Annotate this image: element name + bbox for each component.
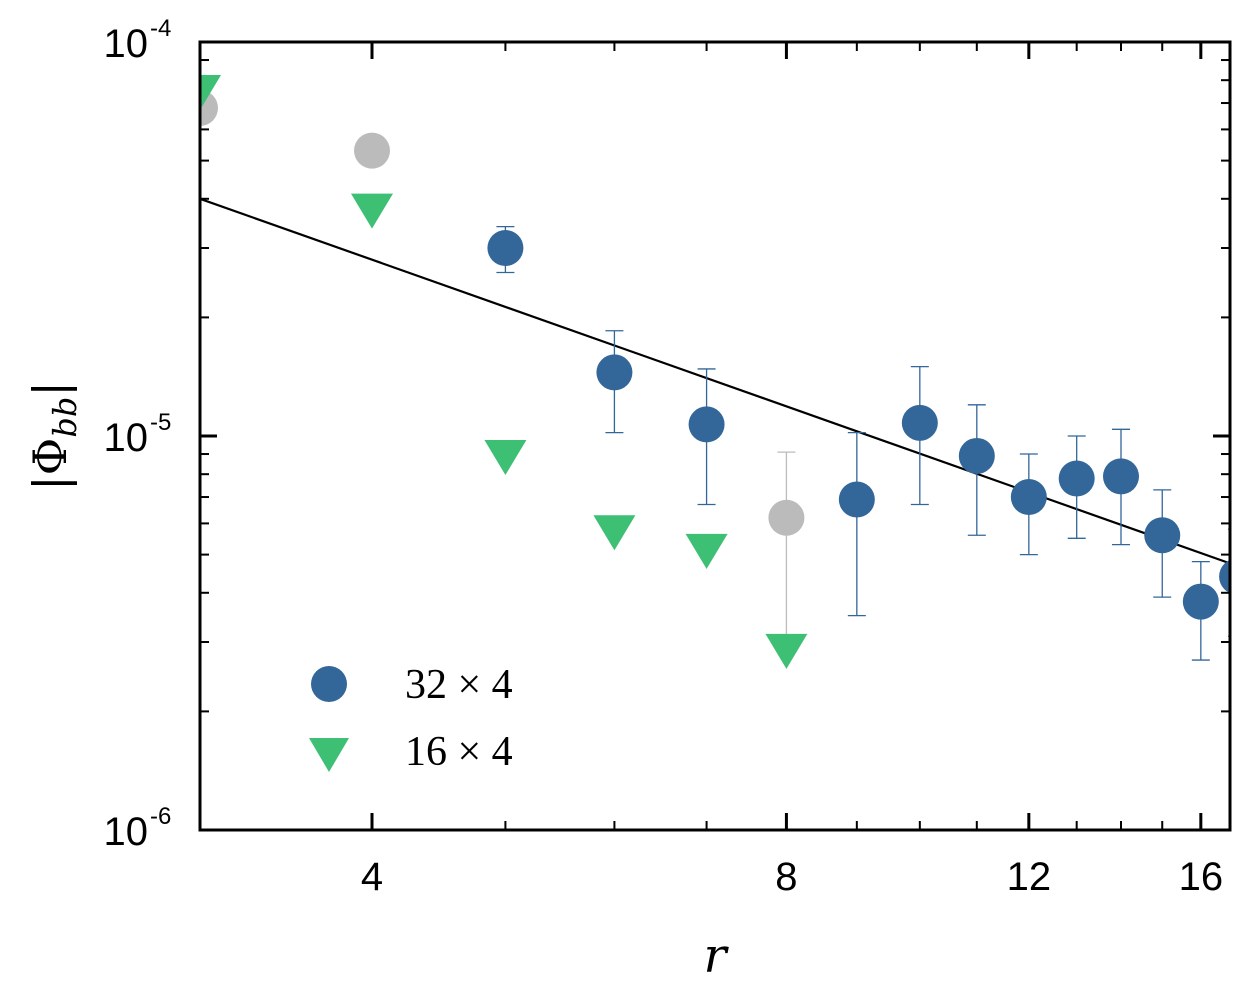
y-axis-title: |Φbb| (23, 381, 84, 491)
legend-label-16x4: 16 × 4 (405, 729, 513, 775)
data-point-324 (901, 404, 938, 441)
y-axis-title-sub: bb (46, 397, 84, 438)
y-tick-label-exponent: -6 (150, 803, 171, 830)
data-point-excluded (768, 499, 805, 536)
data-point-324 (838, 481, 875, 518)
data-point-324 (1219, 559, 1230, 594)
data-point-324 (1182, 583, 1219, 620)
y-axis-title-main: |Φ (23, 438, 77, 491)
axis-titles: r |Φbb| (23, 381, 730, 984)
data-point-164 (484, 440, 527, 476)
legend-marker-16x4 (309, 738, 349, 772)
data-point-164 (593, 515, 636, 551)
data-markers (200, 74, 1230, 669)
y-tick-label: 10 (104, 810, 149, 854)
data-point-324 (1058, 460, 1095, 497)
y-tick-label: 10 (104, 416, 149, 460)
x-tick-label: 16 (1179, 855, 1224, 899)
data-point-324 (596, 354, 633, 391)
plot-frame (198, 40, 1232, 832)
data-point-324 (487, 230, 524, 267)
y-tick-label-exponent: -4 (150, 15, 171, 42)
legend-label-32x4: 32 × 4 (405, 662, 513, 708)
legend: 32 × 4 16 × 4 (309, 662, 513, 775)
data-point-324 (1144, 517, 1181, 554)
y-axis-title-end: | (23, 381, 77, 397)
y-tick-label-exponent: -5 (150, 409, 171, 436)
data-point-164 (200, 74, 221, 110)
fit-line-layer (200, 197, 1230, 565)
data-point-164 (350, 193, 393, 229)
y-tick-label: 10 (104, 22, 149, 66)
data-point-324 (1010, 479, 1047, 516)
fit-line (200, 197, 1230, 565)
data-point-excluded (353, 132, 390, 169)
data-point-324 (1102, 458, 1139, 495)
legend-marker-32x4 (311, 666, 347, 702)
data-point-164 (765, 633, 808, 669)
data-point-324 (688, 406, 725, 443)
error-bars (496, 225, 1230, 661)
plot-area (200, 74, 1230, 669)
data-point-164 (685, 533, 728, 569)
x-tick-label: 12 (1007, 855, 1052, 899)
x-axis-title: r (704, 928, 730, 984)
data-point-324 (958, 437, 995, 474)
x-tick-label: 4 (361, 855, 383, 899)
x-tick-label: 8 (775, 855, 797, 899)
